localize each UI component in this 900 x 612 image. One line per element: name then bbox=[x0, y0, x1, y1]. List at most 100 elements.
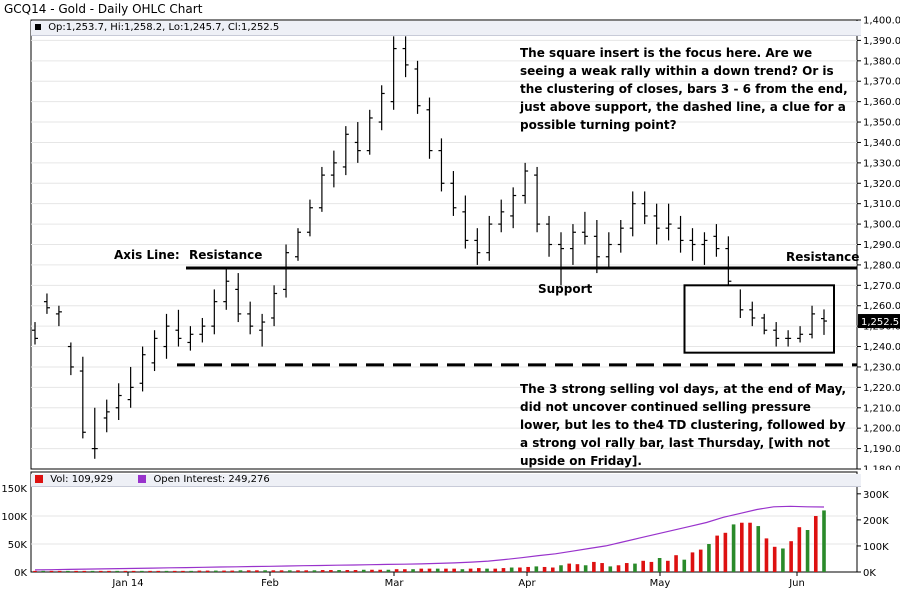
last-price-label: 1,252.5 bbox=[861, 317, 899, 328]
ohlc-bar bbox=[378, 85, 385, 131]
ohlc-bar bbox=[749, 301, 756, 327]
ohlc-bar bbox=[402, 36, 409, 78]
ohlc-bar bbox=[522, 162, 529, 204]
volume-bar bbox=[156, 570, 161, 572]
volume-bar bbox=[279, 570, 284, 572]
volume-bar bbox=[575, 564, 580, 572]
ohlc-bar bbox=[342, 126, 349, 176]
volume-bar bbox=[600, 563, 604, 572]
ohlc-bar bbox=[426, 97, 433, 159]
resistance-label-right: Resistance bbox=[786, 250, 860, 264]
ohlc-bar bbox=[366, 109, 373, 155]
volume-bar bbox=[657, 558, 662, 572]
ohlc-bar bbox=[462, 195, 469, 249]
volume-bar bbox=[361, 569, 366, 572]
ohlc-bar bbox=[486, 215, 493, 261]
ohlc-bar bbox=[414, 60, 421, 114]
volume-bar bbox=[304, 570, 309, 572]
resistance-label-left: Resistance bbox=[189, 248, 263, 262]
ohlc-bar bbox=[103, 399, 110, 433]
volume-bar bbox=[181, 570, 185, 572]
volume-bar bbox=[707, 544, 711, 572]
price-panel: 1,400.0 1,390.0 1,380.0 1,370.0 1,360.0 1,350… bbox=[30, 16, 900, 470]
ohlc-bar bbox=[390, 36, 397, 110]
volume-plot-area bbox=[30, 471, 858, 573]
ohlc-bar bbox=[115, 383, 122, 421]
oi-right-tick-label: 200K bbox=[863, 516, 889, 527]
ohlc-bar bbox=[91, 407, 98, 459]
volume-bar bbox=[715, 535, 719, 572]
price-tick-label: 1,330.0 bbox=[863, 158, 900, 169]
volume-bar bbox=[378, 569, 382, 572]
price-tick-label: 1,220.0 bbox=[863, 383, 900, 394]
ohlc-values: Op:1,253.7, Hi:1,258.2, Lo:1,245.7, Cl:1… bbox=[48, 22, 280, 33]
volume-bar bbox=[748, 522, 752, 572]
volume-bar bbox=[427, 568, 432, 572]
volume-bar bbox=[337, 570, 341, 572]
volume-bar bbox=[641, 560, 645, 572]
volume-bar bbox=[123, 570, 128, 572]
volume-bar bbox=[419, 568, 424, 572]
volume-bar bbox=[107, 570, 111, 572]
volume-bar bbox=[797, 527, 802, 572]
volume-bar bbox=[616, 565, 621, 572]
ohlc-bar bbox=[163, 313, 170, 359]
volume-bar bbox=[33, 570, 37, 572]
volume-bar bbox=[140, 570, 144, 572]
volume-bar bbox=[682, 559, 687, 572]
ohlc-bar bbox=[55, 305, 62, 327]
last-price-marker bbox=[858, 314, 900, 329]
volume-annotation: The 3 strong selling vol days, at the en… bbox=[520, 382, 847, 468]
support-label: Support bbox=[538, 282, 593, 296]
ohlc-bar bbox=[199, 317, 206, 343]
ohlc-bar bbox=[271, 285, 278, 327]
volume-bar bbox=[534, 566, 539, 572]
ohlc-bar bbox=[605, 232, 612, 269]
volume-bar bbox=[49, 570, 54, 572]
oi-right-tick-label: 300K bbox=[863, 490, 889, 501]
price-tick-label: 1,270.0 bbox=[863, 281, 900, 292]
ohlc-bar bbox=[534, 166, 541, 233]
open-interest-line bbox=[34, 505, 825, 571]
volume-bar bbox=[353, 570, 358, 572]
volume-panel: 150K 100K 50K 0K 300K 200K 100K 0K Jan 14 Feb Mar A… bbox=[1, 471, 889, 589]
volume-bar bbox=[189, 570, 193, 572]
volume-bar bbox=[550, 567, 555, 572]
ohlc-bar bbox=[809, 305, 816, 339]
volume-bar bbox=[230, 570, 235, 572]
price-tick-label: 1,210.0 bbox=[863, 403, 900, 414]
ohlc-bar bbox=[43, 293, 50, 314]
price-tick-label: 1,310.0 bbox=[863, 199, 900, 210]
volume-bar bbox=[263, 570, 267, 572]
price-tick-label: 1,200.0 bbox=[863, 424, 900, 435]
volume-bar bbox=[435, 568, 440, 572]
open-interest-legend-label: Open Interest: 249,276 bbox=[153, 474, 270, 485]
volume-bar bbox=[460, 569, 465, 572]
volume-bar bbox=[411, 569, 415, 572]
ohlc-legend: Op:1,253.7, Hi:1,258.2, Lo:1,245.7, Cl:1… bbox=[31, 21, 861, 36]
ohlc-bar bbox=[581, 211, 588, 245]
volume-bar bbox=[477, 568, 481, 572]
ohlc-bar bbox=[785, 330, 792, 347]
open-interest-legend-swatch bbox=[138, 475, 147, 483]
volume-bar bbox=[312, 570, 317, 572]
volume-bar bbox=[485, 568, 489, 572]
ohlc-bar bbox=[593, 220, 600, 274]
ohlc-bar bbox=[354, 122, 361, 163]
ohlc-bar bbox=[295, 228, 301, 261]
volume-bar bbox=[509, 567, 514, 572]
volume-bar bbox=[813, 516, 818, 572]
volume-bar bbox=[320, 570, 325, 572]
volume-bar bbox=[238, 570, 243, 572]
ohlc-bar bbox=[211, 289, 218, 335]
price-tick-label: 1,260.0 bbox=[863, 301, 900, 312]
ohlc-bar bbox=[175, 309, 182, 347]
ohlc-bar bbox=[617, 220, 624, 253]
volume-bar bbox=[148, 570, 152, 572]
volume-bar bbox=[74, 570, 78, 572]
price-tick-label: 1,340.0 bbox=[863, 138, 900, 149]
ohlc-bar bbox=[151, 330, 158, 372]
volume-bar bbox=[246, 570, 251, 572]
price-tick-label: 1,360.0 bbox=[863, 97, 900, 108]
ohlc-legend-swatch bbox=[35, 24, 41, 30]
